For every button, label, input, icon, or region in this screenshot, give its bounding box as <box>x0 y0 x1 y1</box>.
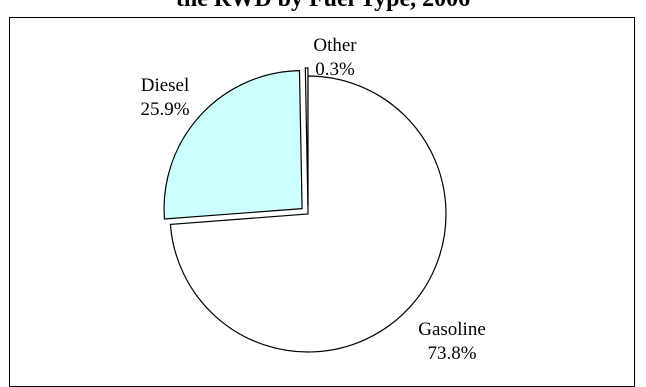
pie-slice-diesel <box>163 70 303 220</box>
slice-label-gasoline-name: Gasoline <box>418 319 486 340</box>
slice-label-diesel-name: Diesel <box>140 75 190 96</box>
slice-label-diesel: Diesel 25.9% <box>120 74 210 122</box>
chart-title: the RWD by Fuel Type, 2006 <box>0 0 646 13</box>
slice-label-gasoline-value: 73.8% <box>427 343 477 364</box>
slice-label-other-value: 0.3% <box>315 59 355 80</box>
pie-slice-other <box>304 67 309 207</box>
pie-slice-gasoline <box>169 75 447 353</box>
slice-label-other-name: Other <box>313 35 357 56</box>
slice-label-other: Other 0.3% <box>290 34 380 82</box>
slice-label-gasoline: Gasoline 73.8% <box>402 318 502 366</box>
slice-label-diesel-value: 25.9% <box>140 99 190 120</box>
